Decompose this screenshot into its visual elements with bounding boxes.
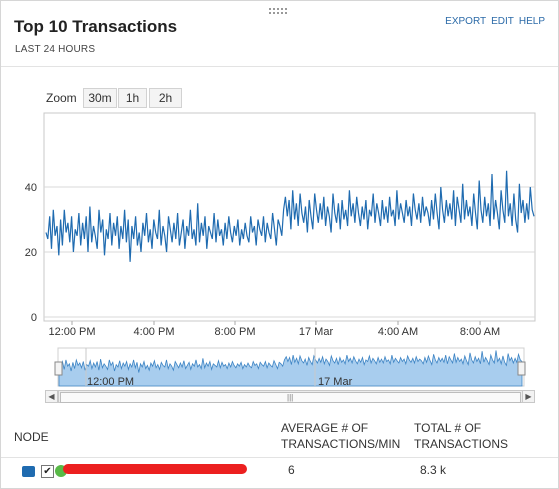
scroll-right-arrow[interactable]: ▶ <box>522 390 535 403</box>
series-color-swatch <box>22 466 35 477</box>
zoom-2h-button[interactable]: 2h <box>149 88 182 108</box>
navigator-tick-label: 17 Mar <box>318 376 353 388</box>
grip-icon: ||| <box>287 393 294 402</box>
node-name-redacted[interactable] <box>63 464 247 474</box>
scrollbar-track[interactable]: ||| <box>58 390 523 403</box>
navigator-area <box>58 350 523 387</box>
help-link[interactable]: HELP <box>518 16 545 27</box>
x-tick-label: 4:00 PM <box>134 326 175 338</box>
column-header-node[interactable]: NODE <box>14 430 49 444</box>
y-tick-label: 0 <box>31 312 37 324</box>
x-tick-label: 4:00 AM <box>378 326 418 338</box>
zoom-label: Zoom <box>46 91 77 105</box>
x-tick-label: 12:00 PM <box>48 326 95 338</box>
x-tick-label: 17 Mar <box>299 326 334 338</box>
edit-link[interactable]: EDIT <box>491 16 514 27</box>
row-average-value: 6 <box>288 463 295 477</box>
series-visibility-checkbox[interactable]: ✔ <box>41 465 54 478</box>
widget-actions: EXPORT EDIT HELP <box>440 16 545 27</box>
header-divider <box>1 66 558 67</box>
column-header-total[interactable]: TOTAL # OF TRANSACTIONS <box>414 421 509 451</box>
table-divider <box>1 457 558 458</box>
series-line <box>45 170 535 262</box>
navigator-left-handle[interactable] <box>54 361 63 376</box>
y-tick-label: 20 <box>25 247 37 259</box>
x-tick-label: 8:00 PM <box>215 326 256 338</box>
navigator-right-handle[interactable] <box>517 361 526 376</box>
transactions-chart: 0 20 40 12:00 PM 4:00 PM 8:00 PM 17 Mar 4:00 A… <box>25 112 536 388</box>
scroll-left-arrow[interactable]: ◀ <box>45 390 58 403</box>
widget-title: Top 10 Transactions <box>14 17 178 36</box>
zoom-1h-button[interactable]: 1h <box>118 88 147 108</box>
navigator-tick-label: 12:00 PM <box>87 376 134 388</box>
zoom-30m-button[interactable]: 30m <box>83 88 117 108</box>
row-total-value: 8.3 k <box>420 463 447 477</box>
column-header-average[interactable]: AVERAGE # OF TRANSACTIONS/MIN <box>281 421 401 451</box>
x-tick-label: 8:00 AM <box>460 326 500 338</box>
plot-frame <box>43 112 536 322</box>
export-link[interactable]: EXPORT <box>445 16 487 27</box>
widget-subtitle: LAST 24 HOURS <box>15 44 96 55</box>
y-tick-label: 40 <box>25 182 37 194</box>
scrollbar-thumb[interactable]: ||| <box>60 392 521 403</box>
drag-handle[interactable] <box>269 8 291 14</box>
